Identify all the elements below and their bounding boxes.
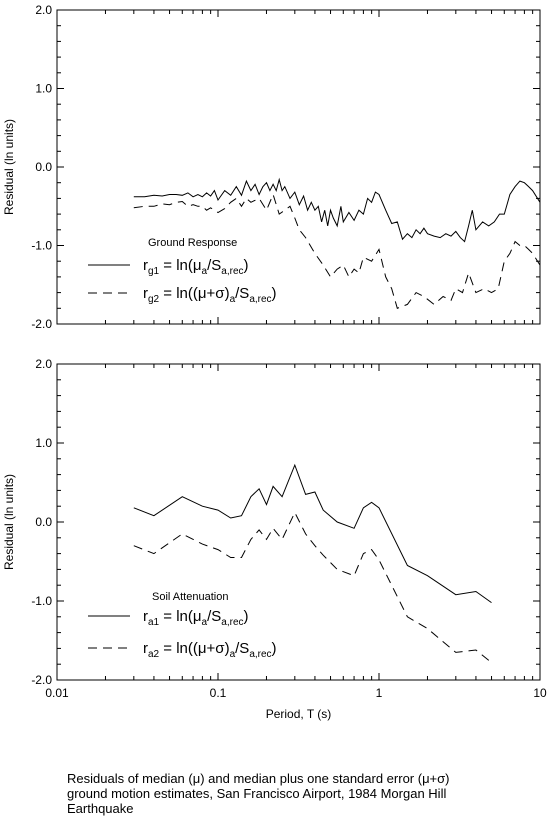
- y-tick-label: 2.0: [35, 357, 52, 371]
- legend-title: Ground Response: [148, 237, 237, 249]
- legend-equation-text: ): [272, 640, 277, 657]
- caption-line-2: ground motion estimates, San Francisco A…: [67, 786, 447, 801]
- x-tick-label: 10: [533, 686, 547, 700]
- legend-paren-text: ): [225, 285, 230, 302]
- series-median-plus-sigma-line: [133, 193, 541, 309]
- legend-symbol: r: [143, 257, 148, 274]
- caption-line-3: Earthquake: [67, 801, 134, 816]
- series-median-line: [133, 463, 492, 604]
- series-median-plus-sigma-line: [133, 511, 492, 663]
- y-axis-label: Residual (ln units): [2, 119, 16, 215]
- legend-subscript: g1: [148, 266, 160, 277]
- legend-subscript: a,rec: [221, 266, 243, 277]
- legend-symbol: r: [143, 608, 148, 625]
- y-tick-label: 1.0: [35, 436, 52, 450]
- y-tick-label: -1.0: [31, 594, 52, 608]
- legend-equation-text: /S: [235, 285, 249, 302]
- legend-subscript: a: [202, 266, 208, 277]
- legend-subscript: a: [230, 649, 236, 660]
- legend-equation-text: = ln((: [159, 285, 198, 302]
- x-tick-label: 1: [376, 686, 383, 700]
- legend-symbol: r: [143, 285, 148, 302]
- legend-equation-text: ): [244, 257, 249, 274]
- legend-subscript: a: [230, 294, 236, 305]
- legend-equation-text: /S: [207, 608, 221, 625]
- legend-symbol: r: [143, 640, 148, 657]
- legend-entry-label: ra1 = ln(μa/Sa,rec): [143, 608, 249, 628]
- caption-line-1: Residuals of median (μ) and median plus …: [67, 771, 450, 786]
- legend-subscript: a,rec: [221, 617, 243, 628]
- x-tick-label: 0.01: [45, 686, 69, 700]
- y-tick-label: 0.0: [35, 515, 52, 529]
- y-tick-label: 2.0: [35, 3, 52, 17]
- legend-title: Soil Attenuation: [152, 591, 228, 603]
- legend-equation-text: = ln(: [159, 608, 193, 625]
- figure-caption: Residuals of median (μ) and median plus …: [67, 771, 537, 816]
- legend-mu-text: μ: [193, 257, 202, 274]
- legend-subscript: g2: [148, 294, 160, 305]
- legend-entry-label: ra2 = ln((μ+σ)a/Sa,rec): [143, 640, 277, 660]
- legend-subscript: a2: [148, 649, 160, 660]
- ground-response-panel: 2.0 1.0 0.0 -1.0 -2.0 Residual (ln units) Grou…: [2, 3, 541, 331]
- y-tick-label: -1.0: [31, 239, 52, 253]
- plot-frame: [56, 363, 541, 681]
- legend-subscript: a,rec: [249, 294, 271, 305]
- legend-mu-text: μ+σ: [198, 285, 225, 302]
- legend-equation-text: ): [272, 285, 277, 302]
- y-tick-label: -2.0: [31, 673, 52, 687]
- legend-mu-text: μ: [193, 608, 202, 625]
- y-tick-label: -2.0: [31, 317, 52, 331]
- legend-subscript: a: [202, 617, 208, 628]
- legend-equation-text: /S: [207, 257, 221, 274]
- y-axis-label: Residual (ln units): [2, 474, 16, 570]
- y-tick-label: 1.0: [35, 82, 52, 96]
- legend-equation-text: = ln((: [159, 640, 198, 657]
- legend-subscript: a1: [148, 617, 160, 628]
- legend-paren-text: ): [225, 640, 230, 657]
- legend-equation-text: ): [244, 608, 249, 625]
- soil-attenuation-panel: 2.0 1.0 0.0 -1.0 -2.00.01 0.1 1 10 Period, T (s)…: [2, 357, 547, 721]
- y-tick-label: 0.0: [35, 160, 52, 174]
- legend-equation-text: /S: [235, 640, 249, 657]
- legend-entry-label: rg2 = ln((μ+σ)a/Sa,rec): [143, 285, 277, 305]
- x-tick-label: 0.1: [210, 686, 227, 700]
- legend-subscript: a,rec: [249, 649, 271, 660]
- x-axis-label: Period, T (s): [266, 707, 332, 721]
- legend-equation-text: = ln(: [159, 257, 193, 274]
- legend-entry-label: rg1 = ln(μa/Sa,rec): [143, 257, 249, 277]
- legend-mu-text: μ+σ: [198, 640, 225, 657]
- series-median-line: [133, 177, 541, 243]
